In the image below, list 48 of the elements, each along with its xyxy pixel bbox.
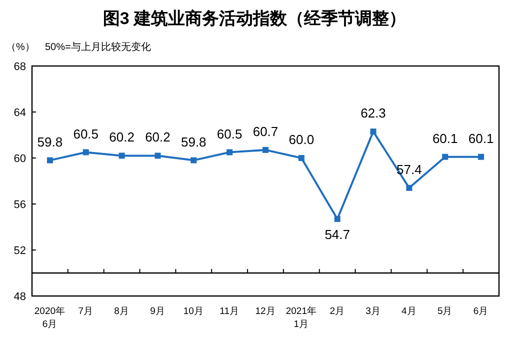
- y-tick-label: 68: [14, 61, 26, 73]
- text: 60.0: [288, 132, 314, 147]
- y-tick-label: 60: [14, 153, 26, 165]
- text: 59.8: [37, 134, 63, 150]
- point: [334, 216, 340, 222]
- text: 60.2: [109, 130, 134, 145]
- y-tick-label: 52: [14, 245, 26, 257]
- x-tick-label: 8月: [114, 306, 130, 317]
- x-tick-label: 10月: [183, 306, 204, 317]
- point: [478, 154, 484, 160]
- point: [154, 152, 161, 159]
- text: 60.2: [145, 130, 170, 145]
- text: 60.1: [432, 130, 458, 146]
- chart-title: 图3 建筑业商务活动指数（经季节调整）: [102, 9, 406, 28]
- point: [46, 157, 53, 164]
- point: [298, 155, 304, 161]
- x-tick-label: 6月: [473, 306, 489, 317]
- y-tick-label: 56: [14, 199, 26, 211]
- x-tick-label: 9月: [150, 306, 166, 317]
- x-tick-label: 2月: [330, 306, 345, 317]
- point: [442, 154, 448, 160]
- x-tick-label: 2021年 1月: [286, 305, 317, 330]
- point: [370, 128, 376, 135]
- y-axis-title: （%）: [6, 42, 35, 53]
- point: [190, 157, 197, 164]
- x-tick-label: 2020年 6月: [34, 305, 66, 330]
- point: [82, 149, 89, 156]
- x-tick-label: 3月: [366, 306, 381, 317]
- x-tick-label: 11月: [220, 306, 240, 317]
- text: 54.7: [324, 226, 350, 242]
- point: [118, 152, 125, 159]
- x-tick-label: 12月: [255, 306, 276, 317]
- text: 59.8: [181, 134, 206, 150]
- y-tick-label: 48: [14, 291, 26, 303]
- y-tick-label: 64: [14, 107, 26, 119]
- point: [262, 146, 268, 153]
- text: 62.3: [360, 106, 386, 121]
- text: 60.5: [73, 126, 99, 142]
- text: 60.1: [468, 130, 494, 146]
- x-tick-label: 5月: [437, 306, 453, 317]
- text: 60.7: [252, 124, 278, 139]
- text: 60.5: [216, 126, 242, 142]
- x-tick-label: 7月: [78, 306, 94, 317]
- text: 57.4: [396, 162, 422, 177]
- point: [406, 184, 412, 191]
- x-tick-label: 4月: [402, 306, 417, 317]
- text: 50%=与上月比较无变化: [45, 41, 151, 53]
- point: [226, 149, 233, 156]
